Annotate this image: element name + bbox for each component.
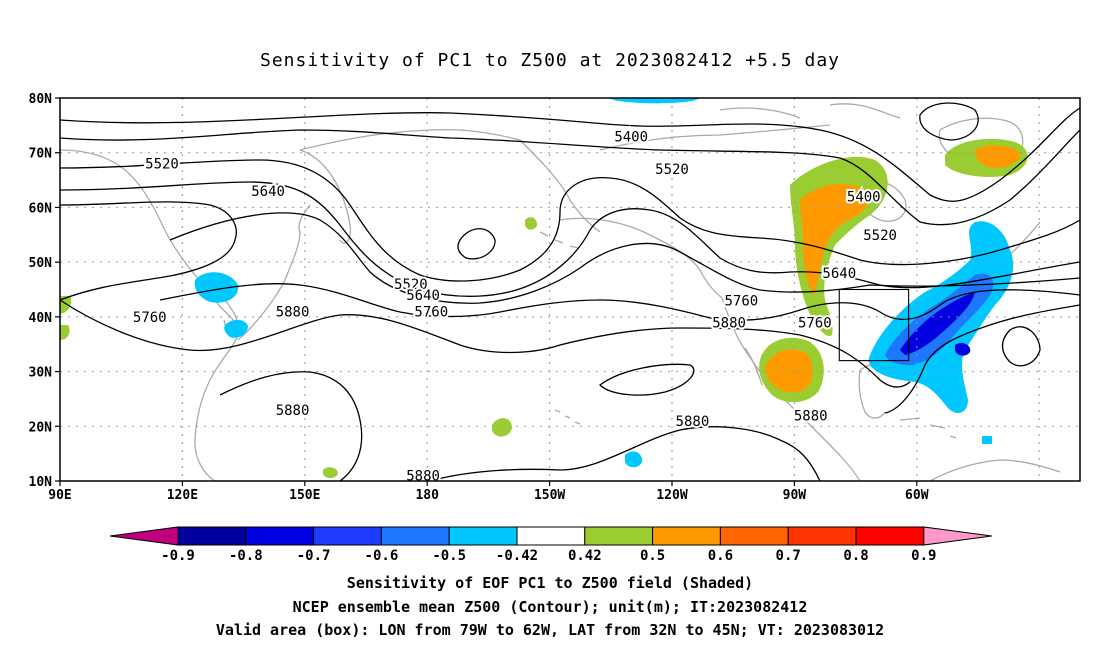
colorbar-swatch xyxy=(448,526,518,546)
map-title: Sensitivity of PC1 to Z500 at 2023082412… xyxy=(259,50,840,71)
contour-label: 5880 xyxy=(712,315,746,331)
contour-label: 5760 xyxy=(798,315,832,331)
contour-label: 5640 xyxy=(822,266,856,282)
lat-tick-label: 70N xyxy=(29,147,53,162)
valid-area-box xyxy=(838,288,910,362)
colorbar-min-arrow xyxy=(109,526,179,546)
caption-line-2: NCEP ensemble mean Z500 (Contour); unit(… xyxy=(292,598,808,616)
lon-tick-label: 120W xyxy=(656,488,687,503)
colorbar-label: -0.9 xyxy=(161,548,195,564)
contour-label: 5400 xyxy=(847,189,881,205)
lat-tick-label: 20N xyxy=(29,420,53,435)
caption-line-3: Valid area (box): LON from 79W to 62W, L… xyxy=(215,621,885,639)
lon-tick-label: 90E xyxy=(48,488,71,503)
lon-tick-label: 150E xyxy=(289,488,320,503)
contour-label: 5520 xyxy=(145,157,179,173)
colorbar-swatch xyxy=(516,526,586,546)
contour-label: 5520 xyxy=(863,228,897,244)
lat-tick-label: 80N xyxy=(29,92,53,107)
contour-label: 5760 xyxy=(414,304,448,320)
lat-tick-label: 10N xyxy=(29,475,53,490)
colorbar-max-arrow xyxy=(923,526,992,546)
colorbar-swatch xyxy=(584,526,654,546)
colorbar-swatch xyxy=(177,526,247,546)
colorbar-swatch xyxy=(652,526,721,546)
contour-label: 5760 xyxy=(725,293,759,309)
longitude-axis: 90E 120E 150E 180 150W 120W 90W 60W xyxy=(48,481,929,503)
colorbar-swatch xyxy=(313,526,382,546)
contour-label: 5880 xyxy=(276,304,310,320)
lat-tick-label: 30N xyxy=(29,366,53,381)
colorbar-swatch xyxy=(787,526,857,546)
contour-label: 5520 xyxy=(655,162,689,178)
colorbar-label: 0.9 xyxy=(911,548,936,564)
contour-label: 5400 xyxy=(614,129,648,145)
contour-label: 5880 xyxy=(794,408,828,424)
colorbar-label: 0.5 xyxy=(640,548,665,564)
z500-contours xyxy=(60,102,1080,481)
colorbar-label: -0.8 xyxy=(229,548,263,564)
colorbar-label: 0.8 xyxy=(843,548,868,564)
colorbar-swatch xyxy=(855,526,925,546)
colorbar-label: -0.42 xyxy=(496,548,538,564)
colorbar-label: 0.7 xyxy=(776,548,801,564)
lon-tick-label: 60W xyxy=(905,488,929,503)
colorbar: -0.9 -0.8 -0.7 -0.6 -0.5 -0.42 0.42 0.5 0.6 0.7 0.… xyxy=(109,526,992,564)
lon-tick-label: 150W xyxy=(534,488,565,503)
contour-label: 5520 xyxy=(394,277,428,293)
colorbar-swatch xyxy=(245,526,315,546)
lon-tick-label: 120E xyxy=(167,488,198,503)
contour-label: 5880 xyxy=(276,403,310,419)
lat-tick-label: 50N xyxy=(29,256,53,271)
map-frame xyxy=(59,97,1081,482)
colorbar-label: -0.6 xyxy=(365,548,399,564)
lat-tick-label: 40N xyxy=(29,311,53,326)
latitude-axis: 80N 70N 60N 50N 40N 30N 20N 10N xyxy=(29,92,60,490)
colorbar-label: -0.5 xyxy=(432,548,466,564)
contour-label: 5880 xyxy=(406,469,440,485)
colorbar-label: 0.42 xyxy=(568,548,602,564)
lat-tick-label: 60N xyxy=(29,201,53,216)
contour-label: 5640 xyxy=(251,184,285,200)
gridlines xyxy=(60,98,1080,481)
colorbar-swatch xyxy=(380,526,450,546)
contour-label: 5760 xyxy=(133,310,167,326)
lon-tick-label: 90W xyxy=(783,488,807,503)
colorbar-label: 0.6 xyxy=(708,548,733,564)
colorbar-swatch xyxy=(719,526,789,546)
colorbar-label: -0.7 xyxy=(297,548,331,564)
lon-tick-label: 180 xyxy=(415,488,439,503)
contour-label: 5880 xyxy=(676,414,710,430)
contour-label: 5640 xyxy=(406,288,440,304)
caption-line-1: Sensitivity of EOF PC1 to Z500 field (Sh… xyxy=(346,574,754,592)
